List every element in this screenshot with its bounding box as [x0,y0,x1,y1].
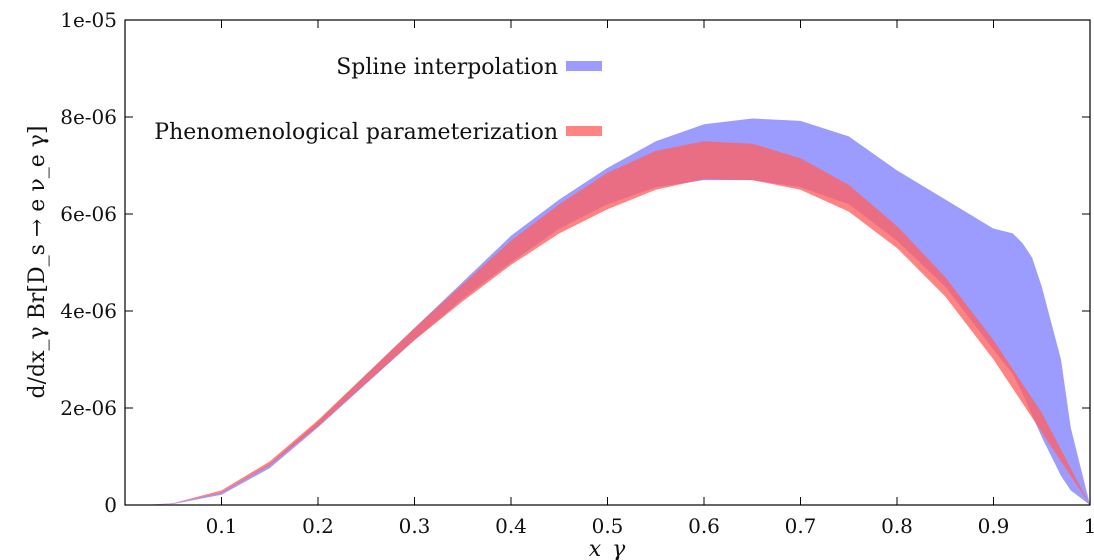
y-tick-label: 6e-06 [60,202,117,226]
y-tick-label: 0 [104,493,117,517]
x-tick-label: 1 [1084,514,1094,538]
y-axis: 0 2e-06 4e-06 6e-06 8e-06 1e-05 [60,8,1090,517]
x-tick-label: 0.2 [302,514,334,538]
legend: Spline interpolation Phenomenological pa… [154,55,602,145]
x-tick-label: 0.7 [785,514,817,538]
x-tick-label: 0.9 [978,514,1010,538]
x-axis: 0.1 0.2 0.3 0.4 0.5 0.6 0.7 0.8 0.9 1 [206,20,1094,538]
x-tick-label: 0.5 [592,514,624,538]
x-tick-label: 0.1 [206,514,238,538]
y-tick-label: 4e-06 [60,299,117,323]
legend-label-spline: Spline interpolation [336,55,558,80]
x-axis-label: x_γ [589,537,626,560]
y-tick-label: 8e-06 [60,105,117,129]
band-phenomenological [144,141,1091,506]
y-tick-label: 1e-05 [60,8,117,32]
x-tick-label: 0.8 [881,514,913,538]
y-tick-label: 2e-06 [60,396,117,420]
x-tick-label: 0.6 [688,514,720,538]
y-axis-label: d/dx_γ Br[D_s → e ν_e γ] [25,126,50,399]
band-layer [144,118,1091,506]
x-tick-label: 0.4 [495,514,527,538]
legend-swatch-spline [566,61,602,71]
legend-label-phenomenological: Phenomenological parameterization [154,120,558,145]
legend-swatch-phenomenological [566,126,602,136]
x-tick-label: 0.3 [399,514,431,538]
